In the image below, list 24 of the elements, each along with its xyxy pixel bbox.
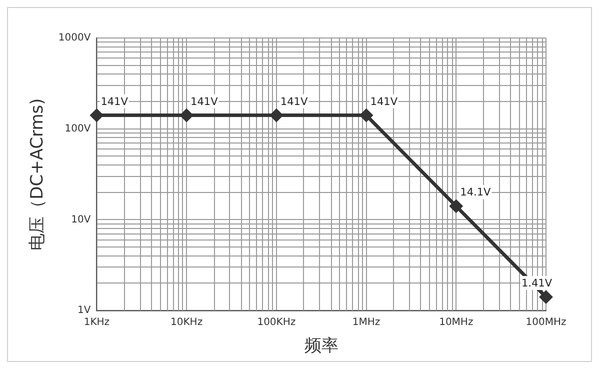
data-label: 141V — [190, 96, 219, 108]
x-tick-label: 10MHz — [439, 317, 474, 328]
y-axis-title: 电压（DC+ACrms) — [28, 98, 48, 250]
data-label: 141V — [100, 96, 129, 108]
data-label: 1.41V — [521, 278, 553, 290]
point — [180, 109, 193, 122]
x-tick-label: 1MHz — [352, 317, 380, 328]
point — [450, 200, 462, 212]
y-tick-label: 10V — [71, 214, 91, 226]
data-label: 141V — [280, 96, 308, 108]
point — [540, 290, 552, 304]
data-label: 14.1V — [460, 186, 492, 199]
y-tick-label: 1V — [77, 305, 91, 316]
x-tick-label: 100MHz — [526, 317, 566, 328]
data-label: 141V — [370, 96, 398, 108]
x-tick-label: 100KHz — [257, 317, 296, 328]
y-tick-label: 100V — [64, 123, 91, 134]
x-tick-label: 10KHz — [170, 317, 203, 328]
point — [360, 109, 373, 122]
point — [90, 109, 103, 122]
x-tick-label: 1KHz — [84, 317, 110, 328]
point — [270, 109, 283, 122]
x-axis-title: 频率 — [304, 336, 338, 356]
y-tick-label: 1000V — [58, 32, 91, 44]
